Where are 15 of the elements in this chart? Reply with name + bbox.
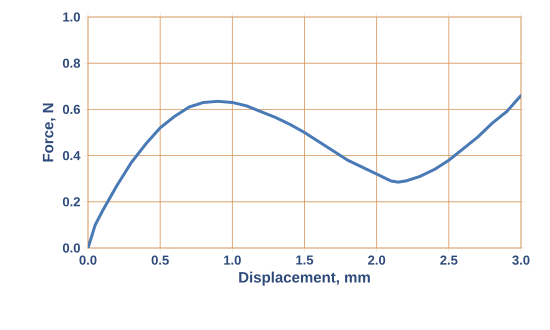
y-tick-label: 0.8 bbox=[62, 58, 80, 68]
x-axis-title: Displacement, mm bbox=[239, 272, 370, 286]
x-tick-label: 2.5 bbox=[440, 256, 458, 265]
y-tick-label: 0.0 bbox=[62, 243, 80, 253]
x-tick-label: 1.0 bbox=[224, 256, 241, 265]
y-tick-label: 1.0 bbox=[63, 12, 80, 22]
x-tick-label: 0.5 bbox=[152, 256, 169, 265]
x-tick-label: 2.0 bbox=[368, 256, 386, 265]
x-tick-label: 3.0 bbox=[512, 256, 530, 265]
x-tick-label: 1.5 bbox=[296, 256, 314, 265]
y-tick-label: 0.2 bbox=[62, 197, 80, 206]
y-axis-title: Force, N bbox=[42, 104, 56, 162]
x-tick-label: 0.0 bbox=[79, 256, 96, 265]
y-tick-label: 0.4 bbox=[62, 150, 80, 160]
y-tick-label: 0.6 bbox=[62, 104, 80, 114]
